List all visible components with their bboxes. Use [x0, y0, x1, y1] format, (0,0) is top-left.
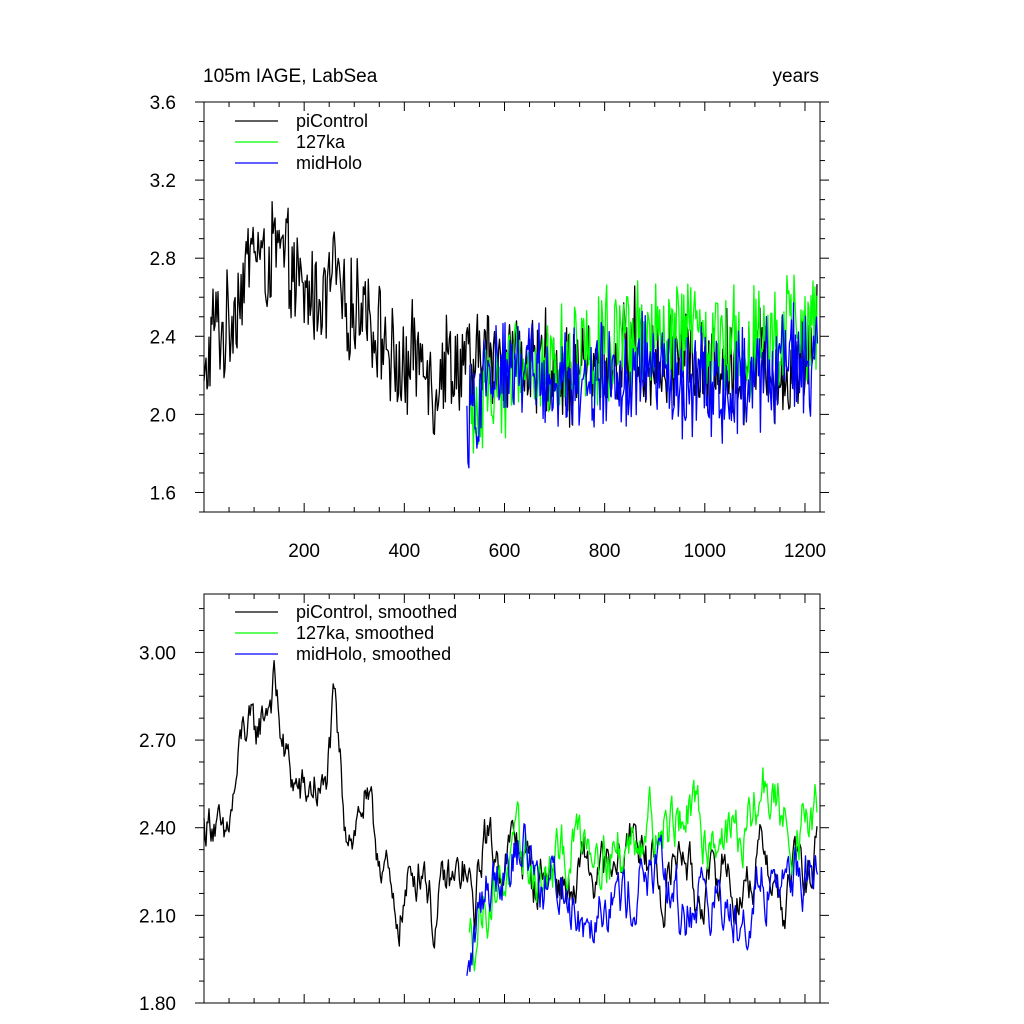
series-midholo-smoothed-line — [466, 823, 819, 976]
x-tick-label-600: 600 — [489, 541, 521, 562]
legend-label: midHolo — [296, 153, 362, 173]
plot-frame — [203, 593, 821, 1004]
x-tick-label-400: 400 — [388, 541, 420, 562]
y-tick-label-2.4: 2.4 — [150, 327, 177, 348]
y-tick-label-2.8: 2.8 — [150, 249, 176, 270]
legend-label: piControl, smoothed — [296, 602, 457, 622]
y-tick-label-1.6: 1.6 — [150, 483, 176, 504]
y-tick-label-1.80: 1.80 — [139, 994, 176, 1015]
y-tick-label-3.6: 3.6 — [150, 93, 176, 114]
y-tick-label-2.70: 2.70 — [139, 731, 176, 752]
x-tick-label-1200: 1200 — [784, 541, 826, 562]
y-tick-label-2.0: 2.0 — [150, 405, 176, 426]
series-picontrol-smoothed-line — [203, 659, 818, 949]
legend-label: 127ka, smoothed — [296, 623, 434, 643]
y-tick-label-2.40: 2.40 — [139, 819, 176, 840]
y-tick-label-3.2: 3.2 — [150, 171, 176, 192]
chart-title: 105m IAGE, LabSea — [203, 66, 378, 87]
plot-frame — [203, 101, 821, 513]
x-tick-label-200: 200 — [288, 541, 320, 562]
y-tick-label-2.10: 2.10 — [139, 906, 176, 927]
x-tick-label-1000: 1000 — [684, 541, 726, 562]
legend-label: 127ka — [296, 132, 346, 152]
series-midholo-line — [466, 302, 819, 469]
legend-label: midHolo, smoothed — [296, 644, 451, 664]
x-tick-label-800: 800 — [589, 541, 621, 562]
legend-label: piControl — [296, 111, 368, 131]
x-axis-unit-label: years — [772, 66, 819, 87]
y-tick-label-3.00: 3.00 — [139, 643, 176, 664]
